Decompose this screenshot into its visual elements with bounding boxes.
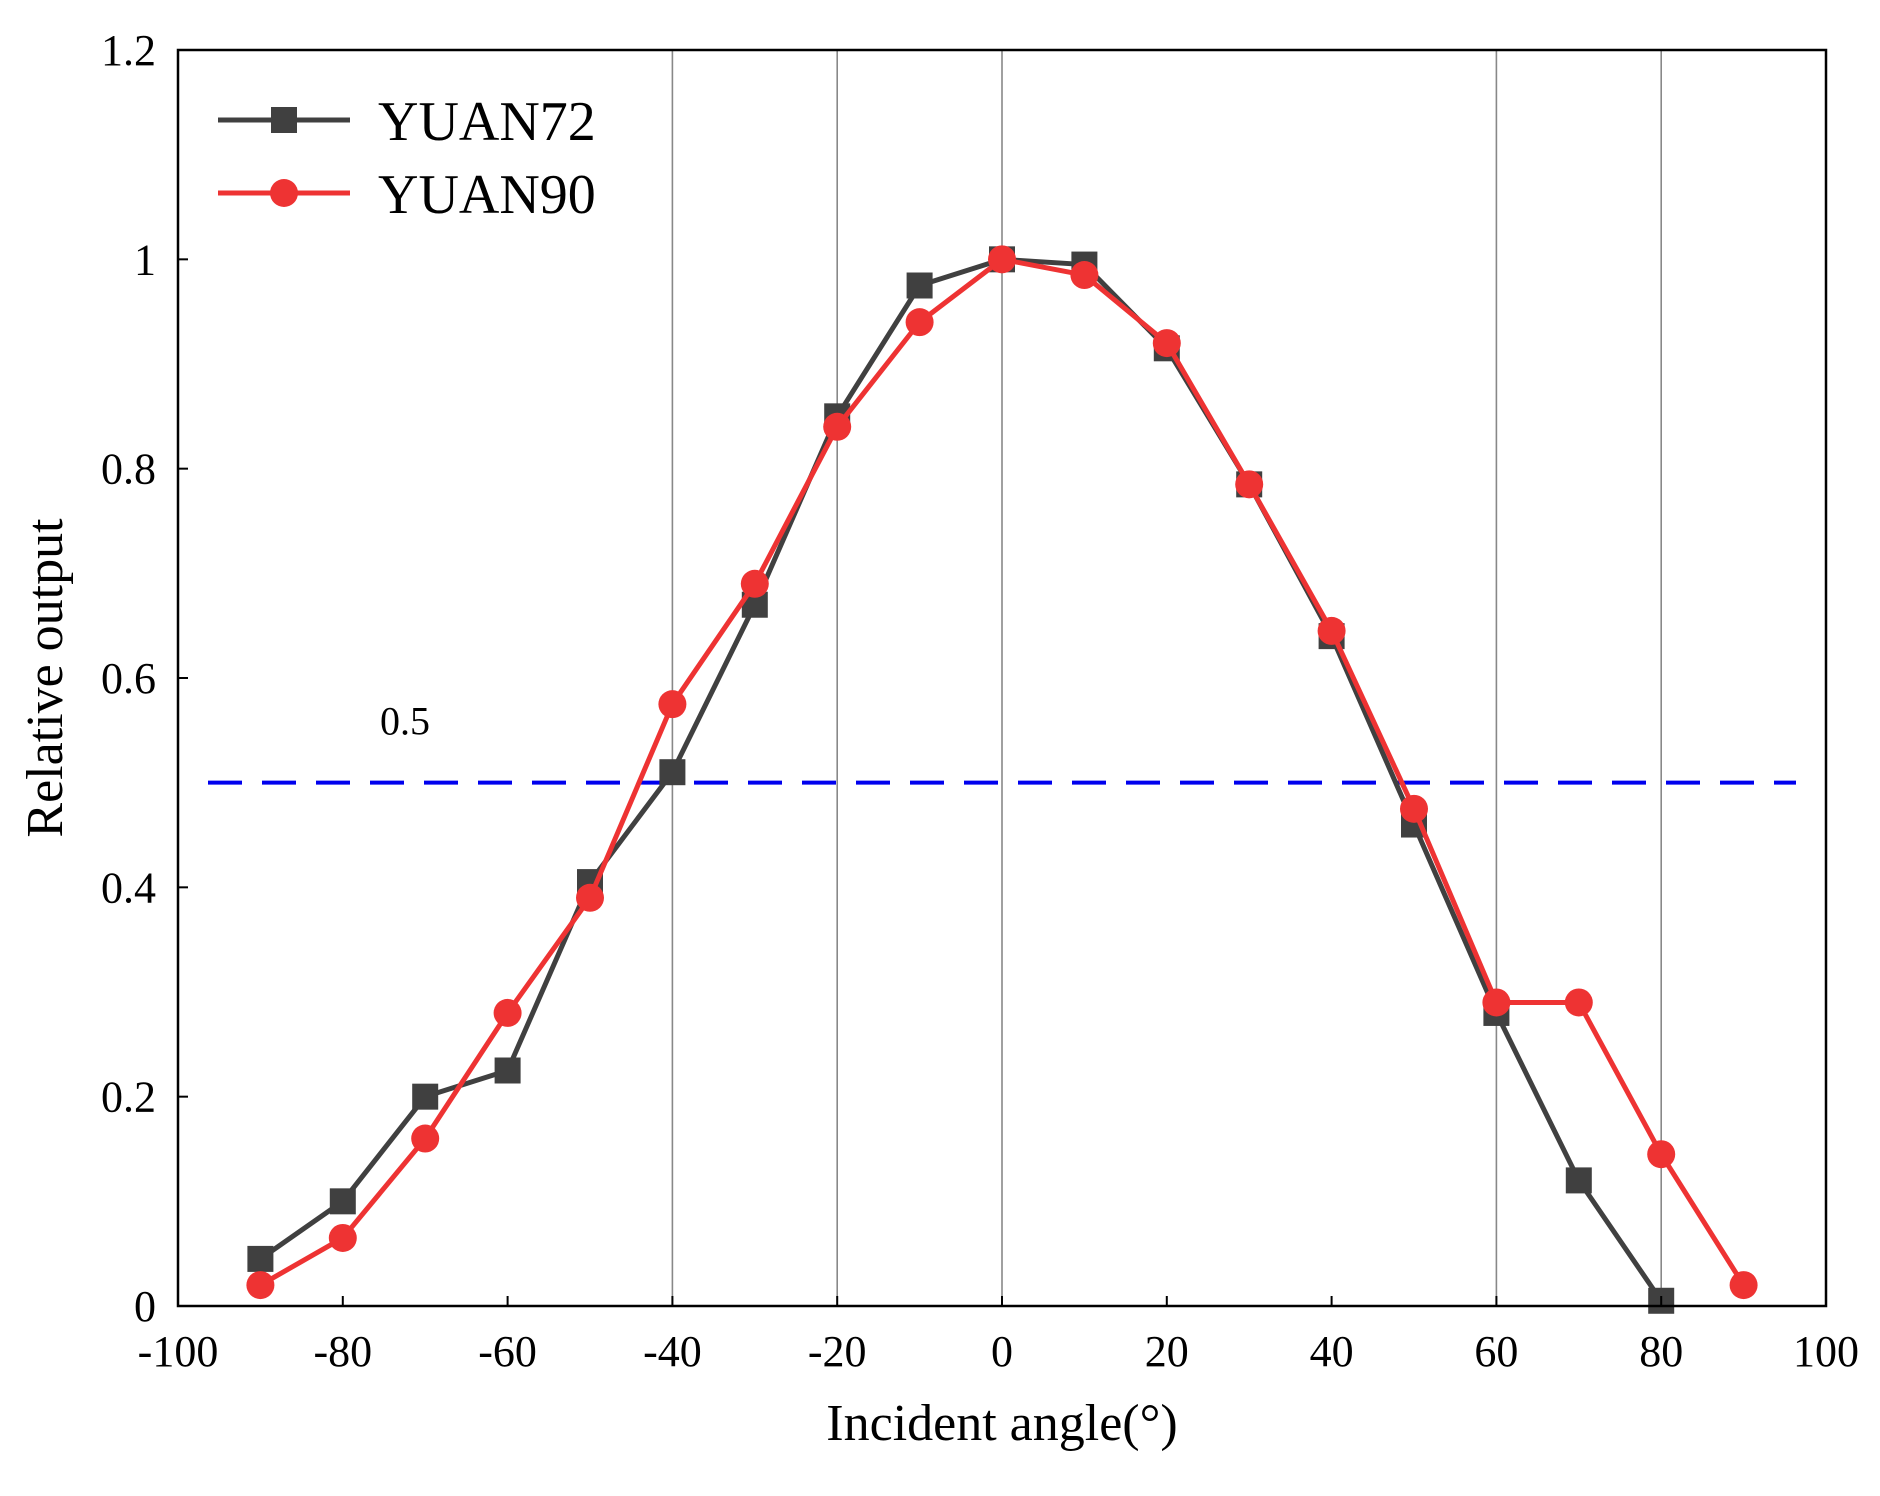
data-point-yuan72--70 [412,1083,439,1110]
x-tick-label--80: -80 [313,1327,372,1376]
legend-swatch-marker-yuan72 [271,107,297,133]
x-tick-label-40: 40 [1310,1327,1354,1376]
vertical-gridlines [671,50,1662,1306]
series-yuan90 [246,245,1758,1300]
legend-item-yuan90: YUAN90 [218,164,596,226]
x-tick-label--60: -60 [478,1327,537,1376]
y-tick-label-1.2: 1.2 [101,26,156,75]
data-point-yuan90--20 [823,412,852,441]
data-point-yuan90--30 [740,569,769,598]
x-axis-title: Incident angle(°) [826,1395,1177,1452]
x-tick-label-20: 20 [1145,1327,1189,1376]
y-tick-label-0.4: 0.4 [101,863,156,912]
data-point-yuan72--10 [906,272,933,299]
y-tick-label-0.6: 0.6 [101,654,156,703]
y-tick-label-1: 1 [134,235,156,284]
data-point-yuan90--70 [411,1124,440,1153]
data-point-yuan90-80 [1647,1140,1676,1169]
reference-line-label: 0.5 [380,699,430,744]
data-point-yuan72--40 [659,759,686,786]
x-tick-label--100: -100 [138,1327,219,1376]
legend-swatch-marker-yuan90 [270,179,298,207]
reference-line-group: 0.5 [208,699,1796,785]
y-tick-label-0.2: 0.2 [101,1073,156,1122]
series-group [246,245,1758,1314]
x-tick-label--20: -20 [808,1327,867,1376]
data-point-yuan90-20 [1152,329,1181,358]
data-point-yuan90--60 [493,998,522,1027]
y-axis-ticks: 0 0.2 0.4 0.6 0.8 1 1.2 [101,26,188,1331]
data-point-yuan90--90 [246,1271,275,1300]
data-point-yuan90-0 [988,245,1016,274]
data-point-yuan90-60 [1482,988,1511,1017]
data-point-yuan90-70 [1564,988,1593,1017]
data-point-yuan90-30 [1235,470,1264,499]
legend-label-yuan72: YUAN72 [378,91,596,153]
x-tick-label-80: 80 [1639,1327,1683,1376]
series-yuan72 [247,246,1675,1314]
y-axis-title: Relative output [17,518,74,838]
x-tick-label-60: 60 [1474,1327,1518,1376]
y-tick-label-0.8: 0.8 [101,445,156,494]
data-point-yuan90--50 [576,883,604,912]
data-point-yuan90--80 [328,1223,357,1252]
data-point-yuan90--40 [658,690,687,719]
series-line-yuan72 [258,256,1664,1303]
legend: YUAN72 YUAN90 [218,91,596,226]
legend-item-yuan72: YUAN72 [218,91,596,153]
data-point-yuan72--80 [329,1188,356,1215]
x-axis-ticks: -100 -80 -60 -40 -20 0 20 40 60 80 100 [138,1296,1859,1376]
x-tick-label-100: 100 [1793,1327,1859,1376]
data-point-yuan72--90 [247,1245,274,1272]
legend-label-yuan90: YUAN90 [378,164,596,226]
data-point-yuan90--10 [905,308,934,337]
data-point-yuan90-40 [1317,616,1346,645]
data-point-yuan72--60 [494,1057,521,1084]
x-tick-label-0: 0 [991,1327,1013,1376]
data-point-yuan90-90 [1729,1271,1758,1300]
x-tick-label--40: -40 [643,1327,702,1376]
y-tick-label-0: 0 [134,1282,156,1331]
data-point-yuan90-50 [1400,794,1428,823]
data-point-yuan72-70 [1565,1167,1592,1194]
data-point-yuan90-10 [1070,261,1099,290]
